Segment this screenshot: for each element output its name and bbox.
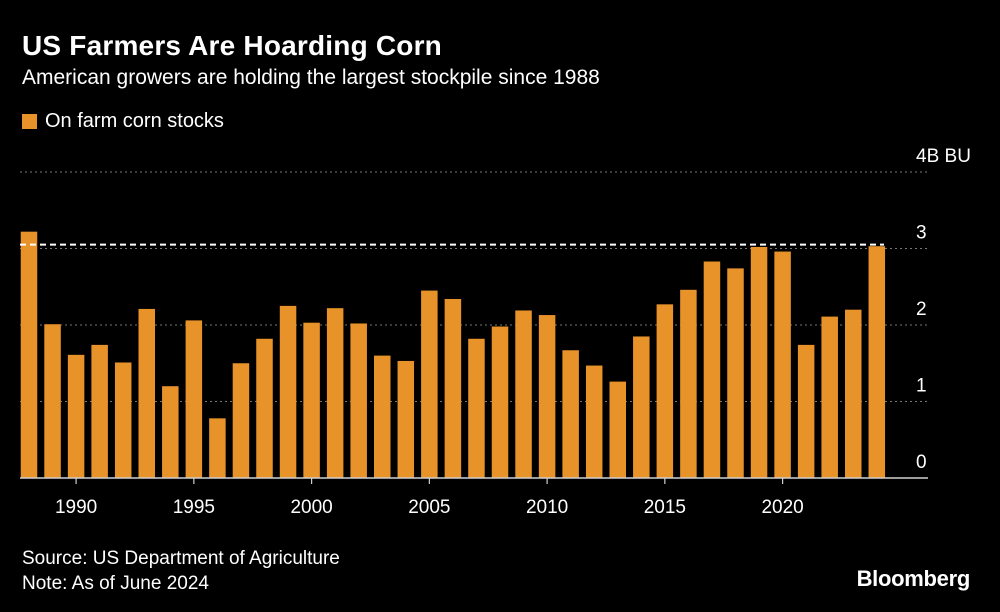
x-tick-label: 1990 — [55, 497, 97, 518]
bar-1991 — [91, 344, 108, 478]
bar-1995 — [185, 320, 203, 478]
x-tick-label: 2005 — [408, 497, 450, 518]
bar-2022 — [821, 316, 838, 478]
bar-2024 — [868, 246, 886, 478]
y-tick-label: 3 — [916, 223, 927, 244]
bar-1997 — [232, 363, 250, 478]
bar-2000 — [303, 322, 320, 478]
bar-2002 — [350, 323, 367, 478]
bar-2003 — [374, 355, 391, 478]
legend: On farm corn stocks — [22, 110, 224, 133]
bar-2007 — [468, 338, 485, 478]
bar-2017 — [703, 261, 721, 478]
chart-subtitle: American growers are holding the largest… — [22, 66, 600, 89]
y-tick-label: 1 — [916, 376, 927, 397]
legend-label: On farm corn stocks — [45, 110, 224, 132]
bar-2011 — [562, 350, 579, 478]
source-note: Source: US Department of Agriculture Not… — [22, 546, 340, 596]
bloomberg-logo: Bloomberg — [856, 566, 971, 591]
bar-2020 — [774, 251, 791, 478]
y-tick-label: 0 — [916, 452, 927, 473]
bar-1994 — [162, 386, 179, 478]
x-tick-label: 2000 — [290, 497, 332, 518]
bar-2009 — [515, 310, 532, 478]
bar-2001 — [326, 308, 344, 478]
chart-title: US Farmers Are Hoarding Corn — [22, 30, 442, 61]
x-tick-label: 2015 — [644, 497, 686, 518]
note-text: Note: As of June 2024 — [22, 573, 209, 594]
bar-1998 — [256, 338, 273, 478]
x-tick-label: 2020 — [761, 497, 803, 518]
bar-2018 — [727, 268, 744, 478]
y-tick-label: 2 — [916, 299, 927, 320]
bar-1996 — [209, 418, 226, 478]
bar-2004 — [397, 360, 415, 478]
bar-2008 — [491, 326, 509, 478]
bar-1990 — [67, 354, 85, 478]
bar-2023 — [845, 309, 862, 478]
bar-1992 — [114, 362, 132, 478]
legend-swatch — [22, 114, 37, 129]
bar-2019 — [750, 246, 768, 478]
bar-2015 — [656, 304, 674, 478]
bar-2021 — [797, 344, 815, 478]
y-tick-label: 4B BU — [916, 146, 971, 167]
bar-2010 — [538, 315, 556, 478]
x-tick-label: 1995 — [173, 497, 215, 518]
bar-2013 — [609, 381, 626, 478]
x-tick-label: 2010 — [526, 497, 568, 518]
bar-1988 — [20, 231, 38, 478]
bar-1989 — [44, 324, 61, 478]
bar-2012 — [585, 365, 603, 478]
bar-2006 — [444, 298, 462, 478]
bar-2014 — [633, 336, 650, 478]
source-text: Source: US Department of Agriculture — [22, 548, 340, 569]
bar-1999 — [279, 305, 297, 478]
bar-1993 — [138, 308, 155, 478]
bar-2005 — [421, 290, 438, 478]
bar-2016 — [680, 289, 697, 478]
